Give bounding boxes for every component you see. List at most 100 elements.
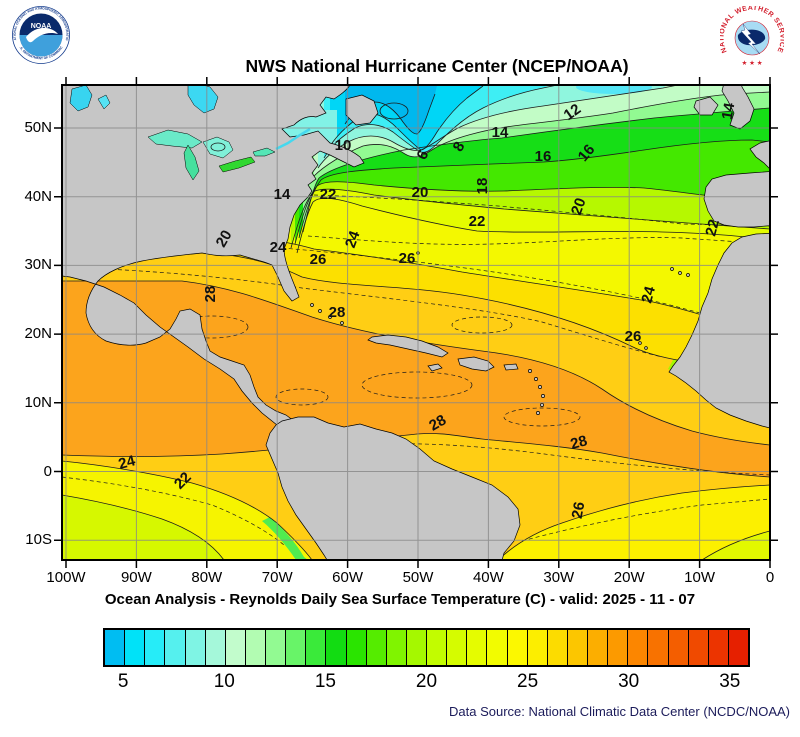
lon-tick-label: 50W (402, 569, 434, 586)
contour-value-label: 28 (329, 304, 346, 321)
colorbar-cell (366, 630, 387, 665)
contour-value-label: 28 (202, 286, 219, 303)
lake-michigan (183, 144, 200, 181)
lon-tick-label: 40W (472, 569, 504, 586)
colorbar-cell (527, 630, 548, 665)
africa-landmass (668, 233, 770, 429)
colorbar-cell (507, 630, 528, 665)
colorbar-tick-value: 5 (117, 671, 129, 692)
lake-superior (147, 129, 203, 149)
data-source-note: Data Source: National Climatic Data Cent… (449, 704, 790, 719)
colorbar-cell (165, 630, 186, 665)
noaa-center-text: NOAA (31, 23, 52, 30)
lon-tick-label: 30W (543, 569, 575, 586)
contour-value-label: 22 (320, 186, 337, 203)
contour-value-label: 26 (310, 251, 327, 268)
colorbar-cell (245, 630, 266, 665)
colorbar-cell (306, 630, 327, 665)
lake-erie (218, 156, 256, 173)
colorbar-cell (608, 630, 629, 665)
south-america-landmass (265, 416, 521, 560)
colorbar-cell (547, 630, 568, 665)
contour-value-label: 20 (213, 227, 236, 250)
contour-value-label: 24 (117, 452, 138, 473)
contour-value-label: 26 (625, 328, 642, 345)
contour-value-label: 28 (426, 412, 449, 435)
lat-tick-label: 30N (24, 256, 52, 274)
contour-value-label: 16 (535, 148, 552, 165)
colorbar-cell (628, 630, 649, 665)
hispaniola-island (457, 356, 495, 372)
lat-tick-label: 50N (24, 119, 52, 136)
contour-value-label: 24 (638, 284, 659, 305)
colorbar-cell (266, 630, 287, 665)
colorbar-tick-value: 30 (618, 671, 640, 692)
noaa-seagull-icon (26, 27, 58, 43)
longitude-axis: 100W 90W 80W 70W 60W 50W 40W 30W 20W 10W 0 (46, 569, 774, 587)
lon-tick-label: 0 (765, 569, 775, 586)
lon-tick-label: 20W (613, 569, 645, 586)
puerto-rico-island (503, 363, 519, 371)
contour-value-label: 24 (270, 239, 287, 256)
great-britain-landmass (721, 85, 755, 130)
contour-value-label: 14 (274, 186, 291, 203)
temperature-colorbar (103, 628, 750, 667)
lon-tick-label: 70W (261, 569, 293, 586)
st-lawrence-river (275, 127, 311, 151)
colorbar-cell (588, 630, 609, 665)
lake-ontario (252, 147, 276, 157)
colorbar-tick-value: 25 (517, 671, 539, 692)
colorbar-cell (688, 630, 709, 665)
lat-tick-label: 10N (24, 393, 52, 411)
lat-tick-label: 10S (25, 531, 52, 549)
contour-value-label: 26 (399, 250, 416, 267)
colorbar-tick-value: 20 (415, 671, 438, 692)
nws-lightning-icon (740, 23, 761, 55)
contour-value-label: 22 (469, 213, 486, 230)
page-title: NWS National Hurricane Center (NCEP/NOAA… (245, 56, 629, 76)
colorbar-cell (145, 630, 166, 665)
colorbar-tick-value: 35 (719, 671, 741, 692)
contour-value-label: 20 (412, 184, 429, 201)
iberia-landmass (703, 171, 770, 228)
colorbar-cell (105, 630, 126, 665)
colorbar-cell (708, 630, 729, 665)
contour-value-label: 24 (342, 228, 364, 250)
colorbar-cell (728, 630, 748, 665)
lat-tick-label: 0 (43, 462, 52, 480)
lon-tick-label: 60W (332, 569, 364, 586)
lake-huron (202, 136, 234, 159)
contour-value-label: 22 (702, 218, 723, 239)
contour-value-label: 18 (474, 178, 491, 195)
colorbar-cell (346, 630, 367, 665)
axis-ticks (54, 77, 778, 568)
france-landmass (749, 140, 770, 170)
contour-value-label: 10 (335, 137, 352, 154)
contour-value-label: 14 (719, 101, 739, 121)
lon-tick-label: 80W (191, 569, 223, 586)
lon-tick-label: 10W (684, 569, 716, 586)
colorbar-cell (185, 630, 206, 665)
contour-value-label: 14 (492, 124, 509, 141)
colorbar-cell (487, 630, 508, 665)
land-masses (62, 85, 770, 560)
hudson-bay (187, 85, 219, 114)
colorbar-tick-value: 15 (314, 671, 336, 692)
contour-value-label: 26 (569, 501, 589, 520)
colorbar-cell (427, 630, 448, 665)
lake-winnipeg (69, 85, 93, 112)
colorbar-tick-labels: 5 10 15 20 25 30 35 (103, 671, 750, 695)
colorbar-cell (386, 630, 407, 665)
lon-tick-label: 90W (120, 569, 152, 586)
colorbar-tick-value: 10 (213, 671, 235, 692)
colorbar-cell (648, 630, 669, 665)
lon-tick-label: 100W (46, 569, 86, 586)
colorbar-cell (447, 630, 468, 665)
lat-tick-label: 20N (24, 325, 52, 343)
north-america-landmass (62, 85, 365, 436)
colorbar-cell (567, 630, 588, 665)
latitude-axis: 50N 40N 30N 20N 10N 0 10S (0, 85, 56, 560)
inland-lakes (69, 85, 311, 181)
colorbar-cell (286, 630, 307, 665)
